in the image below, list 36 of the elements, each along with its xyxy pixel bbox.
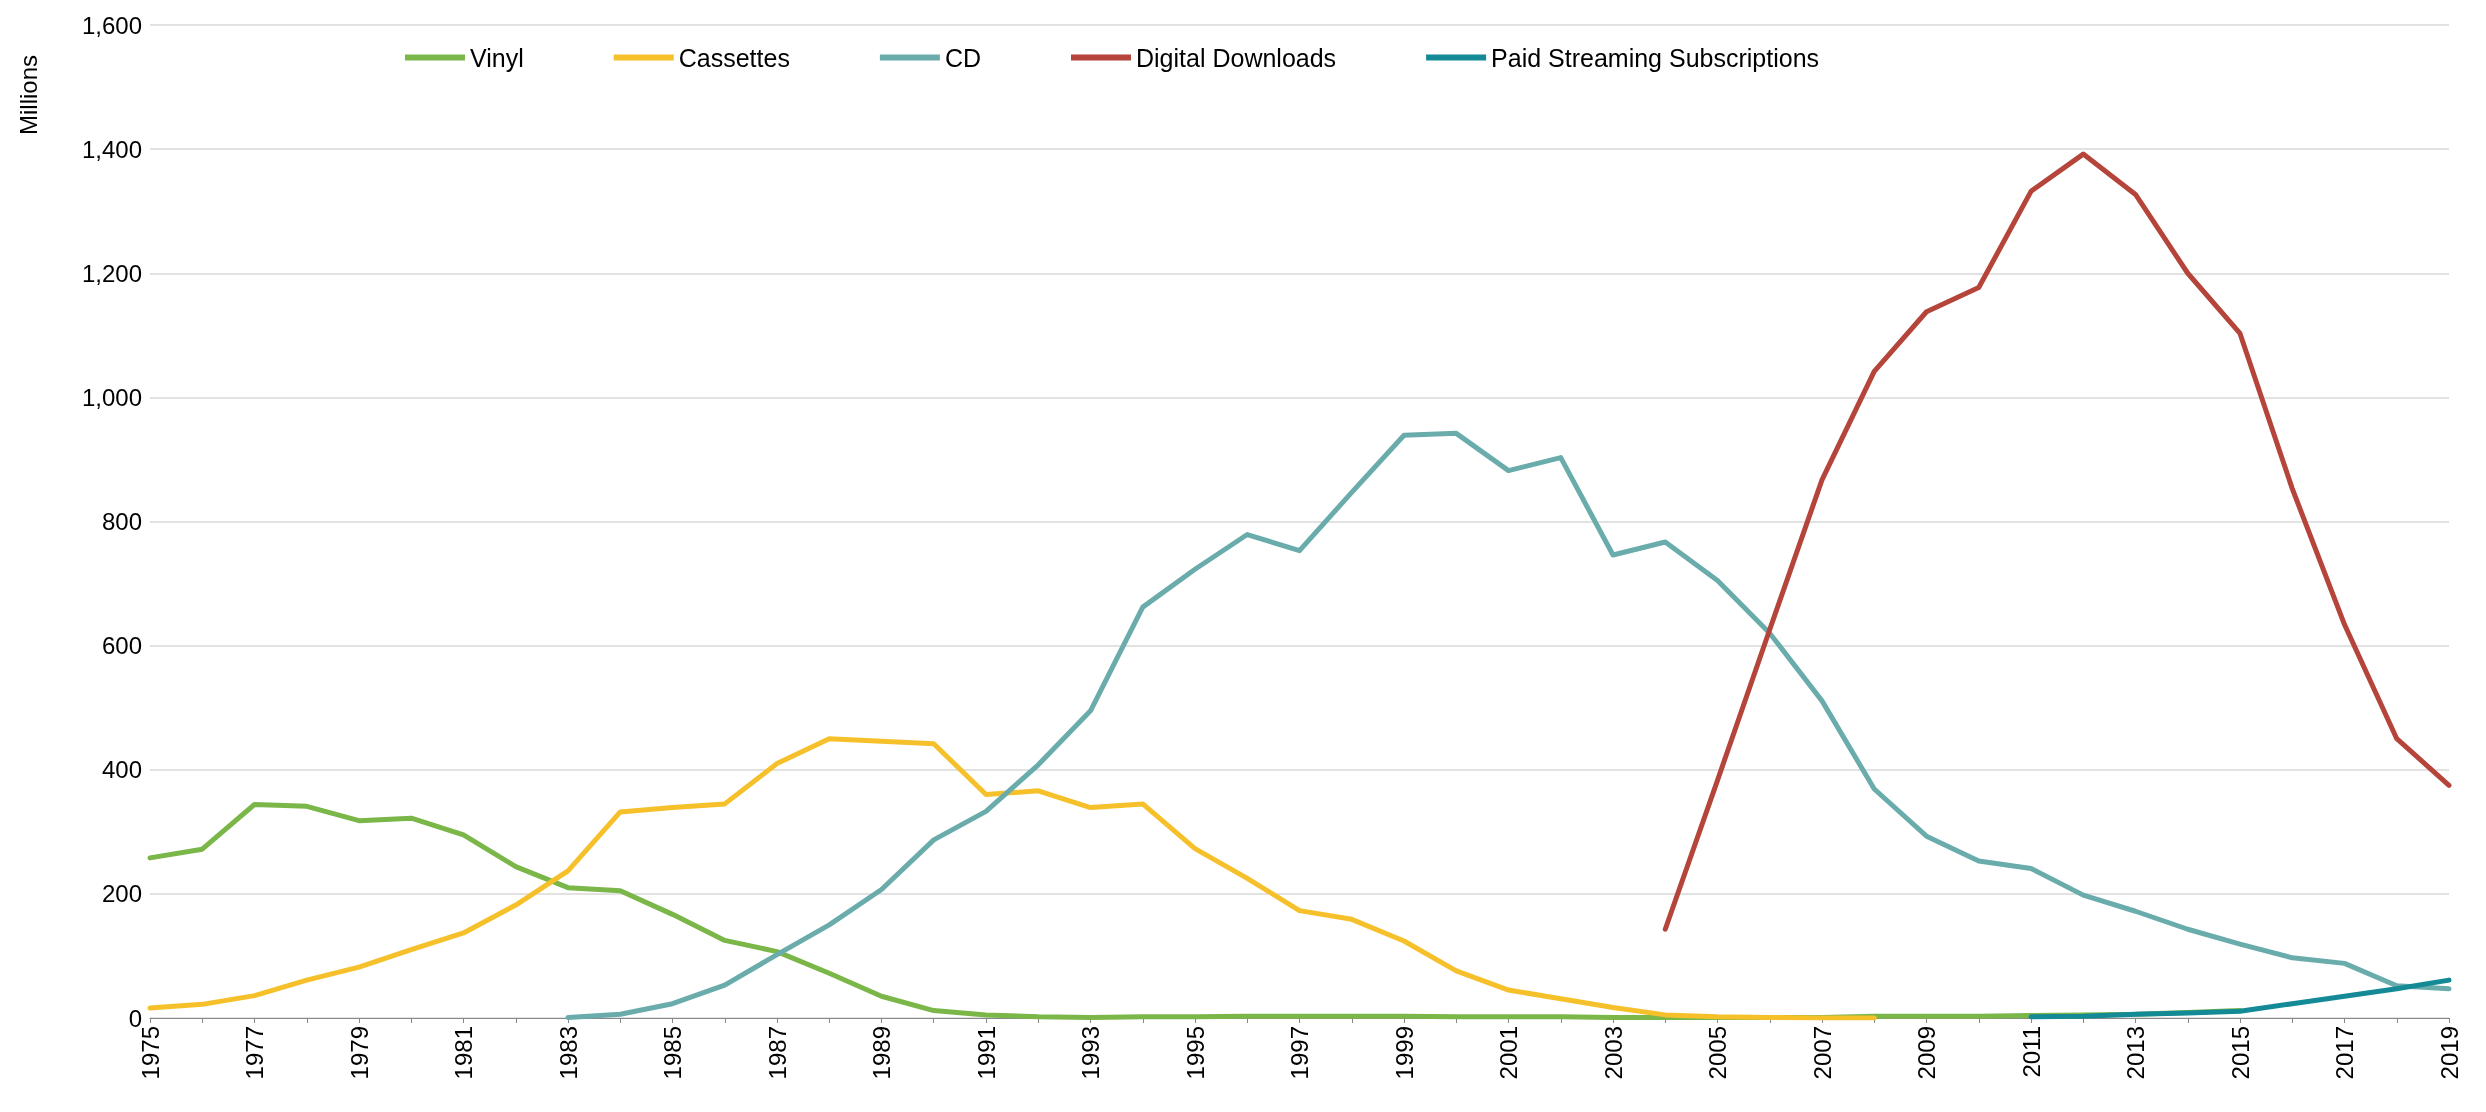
y-tick-label: 200	[101, 880, 142, 908]
x-tick-label: 1999	[1390, 1026, 1418, 1080]
x-tick-label: 1995	[1181, 1026, 1209, 1080]
x-tick-label: 1979	[345, 1026, 373, 1080]
y-tick-label: 400	[101, 756, 142, 784]
x-tick-label: 1993	[1077, 1026, 1104, 1080]
x-tick-label: 1997	[1286, 1026, 1313, 1080]
x-tick-label: 2001	[1495, 1026, 1522, 1080]
legend-label: CD	[944, 43, 981, 72]
x-tick-label: 1977	[241, 1026, 268, 1080]
x-tick-label: 1989	[868, 1026, 895, 1080]
x-tick-label: 2013	[2122, 1026, 2149, 1080]
legend-label: Digital Downloads	[1136, 43, 1337, 72]
x-tick-label: 2005	[1704, 1026, 1731, 1080]
x-tick-label: 1985	[659, 1026, 686, 1080]
x-tick-label: 2007	[1808, 1026, 1836, 1080]
x-tick-label: 1983	[554, 1026, 582, 1080]
y-tick-label: 600	[101, 632, 142, 660]
y-tick-label: 800	[101, 508, 142, 535]
x-tick-label: 1987	[763, 1026, 791, 1080]
y-tick-label: 1,000	[81, 383, 142, 411]
y-tick-label: 1,600	[81, 11, 142, 39]
legend-label: Cassettes	[678, 43, 790, 72]
x-tick-label: 1981	[450, 1026, 477, 1080]
x-tick-label: 2019	[2435, 1026, 2463, 1080]
legend-label: Paid Streaming Subscriptions	[1491, 43, 1820, 72]
x-tick-label: 2009	[1913, 1026, 1940, 1080]
x-tick-label: 2017	[2331, 1026, 2358, 1080]
x-tick-label: 2003	[1599, 1026, 1627, 1080]
y-tick-label: 1,200	[81, 259, 142, 287]
x-tick-label: 1991	[972, 1026, 1000, 1080]
y-axis-title: Millions	[14, 55, 42, 136]
legend-label: Vinyl	[470, 43, 524, 72]
x-tick-label: 2011	[2017, 1026, 2045, 1078]
x-tick-label: 2015	[2226, 1026, 2254, 1080]
y-tick-label: 1,400	[81, 135, 142, 163]
